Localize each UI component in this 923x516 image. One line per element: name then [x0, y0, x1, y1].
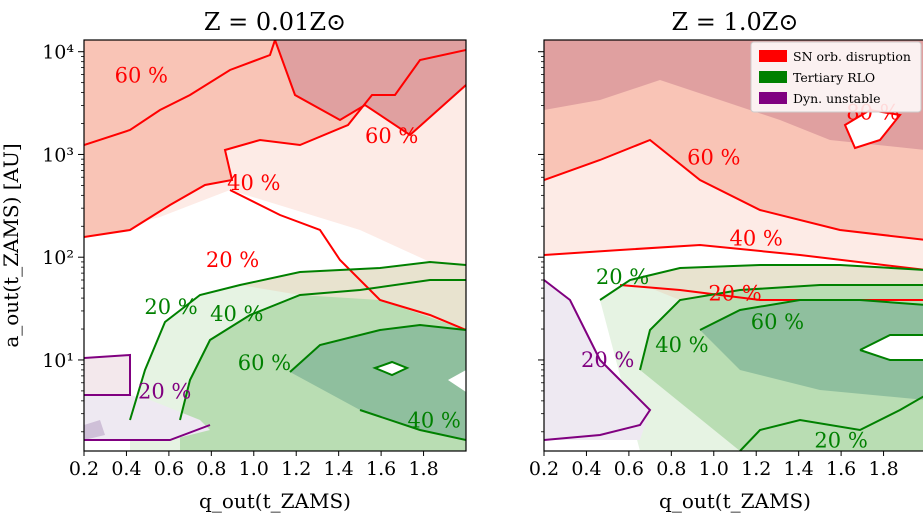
right-contour-label: 60 % [751, 310, 804, 334]
right-xtick-label: 0.8 [656, 458, 686, 480]
legend-swatch-dyn [759, 92, 787, 104]
right-rlo-fill-60 [700, 300, 923, 400]
left-contour-label: 40 % [227, 171, 280, 195]
right-white-hole-2 [860, 335, 923, 360]
left-sn-line-60b [274, 40, 466, 137]
left-overlap-fill [240, 262, 466, 330]
right-xtick-label: 1.0 [699, 458, 729, 480]
left-rlo-line-40 [179, 279, 466, 421]
right-plot-frame [543, 39, 923, 452]
left-xtick-label: 1.6 [366, 458, 396, 480]
right-dyn-fill [544, 280, 650, 440]
right-panel-title: Z = 1.0Z⊙ [672, 8, 799, 36]
left-dyn-fill-20 [84, 355, 130, 395]
right-contour-label: 40 % [655, 333, 708, 357]
left-panel-title: Z = 0.01Z⊙ [204, 8, 346, 36]
text-layer: Z = 0.01Z⊙ 0.2 0.4 0.6 0.8 1.0 1.2 1.4 1.6 1.8 10¹… [0, 8, 900, 513]
right-contour-label: 20 % [814, 429, 867, 453]
left-contour-label: 60 % [115, 64, 168, 88]
right-xtick-label: 1.6 [826, 458, 856, 480]
left-contour-label: 60 % [238, 351, 291, 375]
right-rlo-line-bottom [739, 395, 923, 451]
right-xtick-label: 0.6 [614, 458, 644, 480]
left-ytick-label: 10⁴ [42, 42, 74, 64]
left-contour-label: 40 % [210, 302, 263, 326]
left-ytick-label: 10¹ [42, 350, 74, 372]
left-sn-line-60a [84, 40, 276, 146]
left-xtick-label: 0.4 [111, 458, 141, 480]
left-plot-frame [83, 39, 467, 452]
left-contour-label: 20 % [206, 248, 259, 272]
legend-box [750, 41, 922, 113]
right-rlo-line-40 [639, 284, 923, 371]
left-rlo-line-20 [129, 260, 466, 421]
legend-label-dyn: Dyn. unstable [793, 91, 880, 106]
right-rlo-line-hole [859, 334, 923, 361]
left-contour-label: 40 % [407, 409, 460, 433]
left-rlo-line-60 [289, 323, 466, 373]
left-dyn-line-b [84, 424, 211, 441]
left-contour-label: 20 % [138, 380, 191, 404]
left-yaxis-label: a_out(t_ZAMS) [AU] [0, 143, 23, 347]
right-sn-line-60 [544, 138, 923, 241]
right-contour-label: 60 % [687, 145, 740, 169]
left-rlo-line-hole [372, 360, 410, 377]
right-contour-label: 20 % [708, 281, 761, 305]
left-contour-fills [84, 40, 466, 451]
left-xtick-label: 1.4 [324, 458, 354, 480]
right-contour-label: 20 % [596, 265, 649, 289]
legend: SN orb. disruption Tertiary RLO Dyn. uns… [750, 41, 922, 113]
right-rlo-line-20 [599, 264, 923, 301]
right-xtick-label: 0.2 [529, 458, 559, 480]
right-xtick-label: 1.8 [868, 458, 898, 480]
right-contour-label: 20 % [581, 348, 634, 372]
left-xtick-label: 1.2 [281, 458, 311, 480]
legend-label-sn: SN orb. disruption [793, 49, 911, 64]
right-sn-line-40 [544, 243, 923, 271]
left-dyn-line-a [84, 353, 131, 396]
legend-swatch-sn [759, 50, 787, 62]
right-rlo-line-60 [699, 299, 923, 331]
left-xtick-label: 1.0 [239, 458, 269, 480]
left-xtick-label: 0.8 [196, 458, 226, 480]
left-xtick-label: 1.8 [408, 458, 438, 480]
left-contour-label: 60 % [365, 124, 418, 148]
left-ytick-label: 10³ [42, 144, 74, 166]
left-dyn-fill-60 [84, 420, 105, 440]
left-contour-label: 20 % [144, 295, 197, 319]
left-ytick-label: 10² [42, 247, 74, 269]
left-rlo-line-bottom [359, 409, 466, 441]
right-xaxis-label: q_out(t_ZAMS) [659, 489, 811, 513]
left-dyn-fill-40 [84, 395, 210, 440]
left-white-hole-2 [448, 370, 466, 392]
left-sn-line-20 [229, 189, 466, 331]
right-white-hole-1 [845, 110, 900, 148]
left-panel [83, 39, 467, 452]
right-contour-label: 40 % [730, 227, 783, 251]
left-sn-line-40 [84, 49, 466, 238]
right-xtick-label: 1.2 [741, 458, 771, 480]
right-overlap-fill [630, 265, 923, 300]
left-xtick-label: 0.2 [69, 458, 99, 480]
left-rlo-fill-60 [290, 325, 466, 440]
left-xaxis-label: q_out(t_ZAMS) [199, 489, 351, 513]
legend-swatch-rlo [759, 71, 787, 83]
right-dyn-line [544, 279, 652, 441]
right-xtick-label: 0.4 [571, 458, 601, 480]
legend-label-rlo: Tertiary RLO [793, 70, 875, 85]
right-xtick-label: 1.4 [784, 458, 814, 480]
left-xtick-label: 0.6 [154, 458, 184, 480]
